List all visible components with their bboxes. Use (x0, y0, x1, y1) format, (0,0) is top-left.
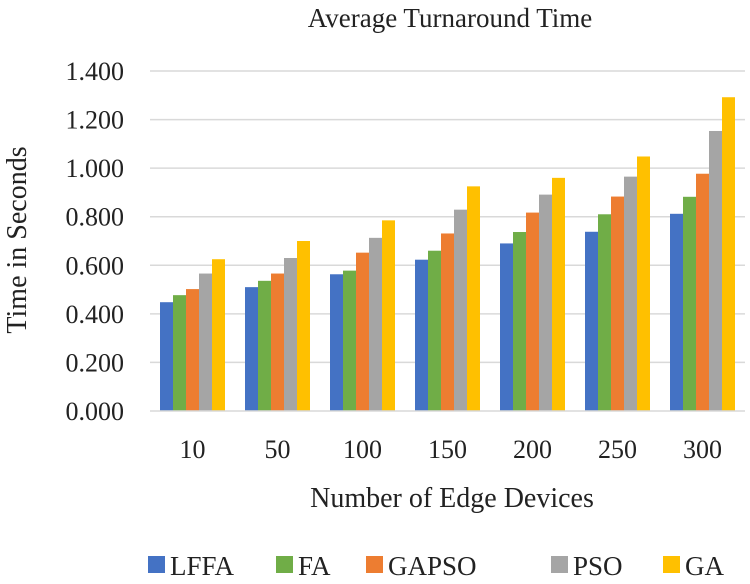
bar-ga-50 (297, 241, 310, 411)
bar-gapso-10 (186, 289, 199, 411)
bar-ga-150 (467, 186, 480, 411)
bar-pso-10 (199, 273, 212, 411)
bar-fa-150 (428, 250, 441, 411)
bar-gapso-50 (271, 273, 284, 411)
legend-label-pso: PSO (573, 551, 623, 581)
legend-label-gapso: GAPSO (388, 551, 477, 581)
x-axis-ticks: 10 50 100 150 200 250 300 (180, 435, 723, 464)
x-tick-label: 50 (265, 435, 291, 464)
y-tick-label: 0.000 (66, 397, 125, 426)
bar-pso-100 (369, 237, 382, 411)
y-tick-label: 0.800 (66, 203, 125, 232)
bar-lffa-50 (245, 287, 258, 411)
bar-fa-300 (683, 196, 696, 411)
bar-lffa-150 (415, 259, 428, 411)
x-tick-label: 100 (343, 435, 382, 464)
legend-swatch-ga (663, 556, 680, 573)
legend-swatch-fa (276, 556, 293, 573)
y-tick-label: 1.200 (66, 106, 125, 135)
legend: LFFA FA GAPSO PSO GA (148, 551, 724, 581)
bar-gapso-100 (356, 252, 369, 411)
legend-label-fa: FA (298, 551, 331, 581)
bar-lffa-10 (160, 302, 173, 411)
y-tick-label: 0.400 (66, 300, 125, 329)
legend-swatch-gapso (366, 556, 383, 573)
y-tick-label: 1.000 (66, 154, 125, 183)
bar-ga-200 (552, 177, 565, 411)
bar-pso-200 (539, 194, 552, 411)
y-tick-label: 0.600 (66, 251, 125, 280)
x-tick-label: 150 (428, 435, 467, 464)
bar-lffa-300 (670, 213, 683, 411)
bar-pso-150 (454, 209, 467, 411)
bar-ga-100 (382, 220, 395, 411)
legend-swatch-lffa (148, 556, 165, 573)
bar-gapso-200 (526, 212, 539, 411)
y-tick-label: 0.200 (66, 348, 125, 377)
y-axis-label: Time in Seconds (2, 146, 33, 333)
legend-label-ga: GA (685, 551, 724, 581)
y-tick-label: 1.400 (66, 57, 125, 86)
bar-lffa-250 (585, 231, 598, 411)
x-axis-label: Number of Edge Devices (310, 483, 594, 514)
bar-pso-300 (709, 130, 722, 411)
x-tick-label: 10 (180, 435, 206, 464)
bar-fa-200 (513, 232, 526, 411)
bar-gapso-300 (696, 173, 709, 411)
y-axis-ticks: 0.000 0.200 0.400 0.600 0.800 1.000 1.200 1.400 (66, 57, 125, 426)
bar-ga-300 (722, 97, 735, 411)
x-tick-label: 200 (513, 435, 552, 464)
bar-ga-250 (637, 156, 650, 411)
bar-gapso-150 (441, 233, 454, 411)
x-tick-label: 250 (598, 435, 637, 464)
bar-fa-250 (598, 214, 611, 411)
bar-ga-10 (212, 259, 225, 411)
bar-lffa-200 (500, 243, 513, 411)
x-tick-label: 300 (683, 435, 722, 464)
bar-fa-10 (173, 295, 186, 411)
bars (160, 97, 735, 411)
chart-title: Average Turnaround Time (308, 3, 593, 33)
bar-fa-50 (258, 280, 271, 411)
bar-gapso-250 (611, 196, 624, 411)
bar-pso-250 (624, 176, 637, 411)
legend-label-lffa: LFFA (170, 551, 235, 581)
bar-lffa-100 (330, 274, 343, 411)
bar-fa-100 (343, 270, 356, 411)
legend-swatch-pso (551, 556, 568, 573)
bar-pso-50 (284, 258, 297, 411)
